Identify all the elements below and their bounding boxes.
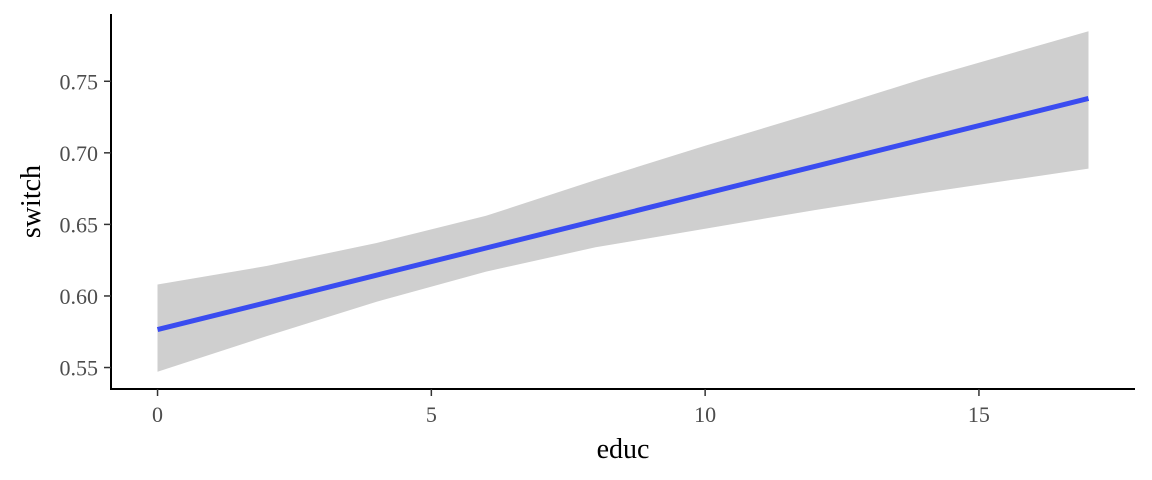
fit-line [156, 95, 1090, 333]
x-axis-title: educ [597, 434, 650, 465]
y-tick-label: 0.75 [60, 69, 99, 94]
y-axis-ticks: 0.55 0.60 0.65 0.70 0.75 [60, 69, 111, 381]
y-tick-label: 0.60 [60, 284, 99, 309]
y-tick-label: 0.55 [60, 356, 99, 381]
x-tick-label: 10 [694, 402, 716, 427]
y-axis-title: switch [16, 165, 47, 238]
x-tick-label: 5 [426, 402, 437, 427]
x-tick-label: 15 [968, 402, 990, 427]
x-tick-label: 0 [152, 402, 163, 427]
y-tick-label: 0.65 [60, 212, 99, 237]
y-tick-label: 0.70 [60, 141, 99, 166]
confidence-band [157, 31, 1089, 372]
plot-area [156, 31, 1090, 372]
x-axis-ticks: 0 5 10 15 [152, 389, 990, 427]
